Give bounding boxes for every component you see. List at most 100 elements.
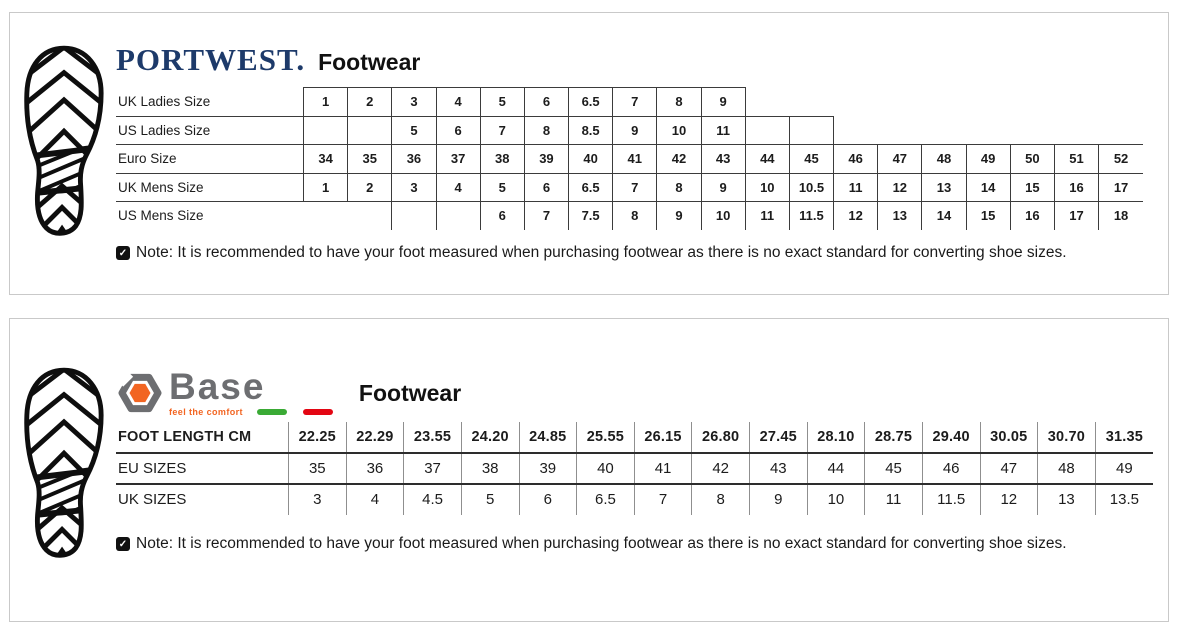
size-cell: 4 bbox=[435, 172, 481, 202]
size-cell bbox=[788, 115, 835, 145]
size-cell: 22.29 bbox=[345, 422, 405, 454]
portwest-size-chart-panel: PORTWEST. Footwear UK Ladies Size 1 2 3 4 5 6 6… bbox=[9, 12, 1169, 295]
size-cell bbox=[834, 116, 878, 145]
size-cell: 22.25 bbox=[288, 422, 347, 454]
size-cell: 12 bbox=[877, 172, 923, 202]
size-cell: 50 bbox=[1009, 144, 1055, 174]
size-cell: 48 bbox=[921, 144, 967, 174]
boot-print-icon bbox=[21, 44, 107, 238]
row-label: UK SIZES bbox=[116, 483, 289, 515]
size-cell: 42 bbox=[656, 144, 702, 174]
table-row: Euro Size 34 35 36 37 38 39 40 41 42 43 44 45 46 47 48 4… bbox=[116, 144, 1143, 174]
row-label: US Ladies Size bbox=[116, 116, 304, 145]
size-cell: 6 bbox=[518, 483, 578, 515]
size-cell: 12 bbox=[833, 201, 879, 230]
size-cell bbox=[435, 201, 481, 230]
size-cell: 47 bbox=[979, 451, 1039, 485]
size-cell: 8 bbox=[656, 172, 702, 202]
size-cell: 6.5 bbox=[568, 172, 614, 202]
size-cell: 39 bbox=[523, 144, 570, 174]
portwest-logo: PORTWEST. bbox=[116, 42, 306, 77]
size-cell: 16 bbox=[1053, 172, 1100, 202]
size-cell: 52 bbox=[1098, 144, 1143, 174]
size-cell: 24.20 bbox=[460, 422, 520, 454]
base-size-chart-panel: Base feel the comfort Footwear FOOT LENG… bbox=[9, 318, 1169, 622]
size-cell: 38 bbox=[460, 451, 520, 485]
size-cell: 41 bbox=[612, 144, 658, 174]
base-footwear-title: Footwear bbox=[358, 380, 462, 406]
size-cell: 47 bbox=[877, 144, 923, 174]
size-cell: 44 bbox=[744, 144, 790, 174]
base-note: ✓ Note: It is recommended to have your f… bbox=[116, 535, 1067, 553]
size-cell: 10 bbox=[806, 483, 866, 515]
note-text: Note: It is recommended to have your foo… bbox=[136, 535, 1067, 552]
size-cell: 43 bbox=[749, 451, 808, 485]
size-cell: 39 bbox=[518, 451, 578, 485]
base-size-table: FOOT LENGTH CM 22.25 22.29 23.55 24.20 24.85 2… bbox=[116, 422, 1153, 515]
size-cell: 9 bbox=[612, 115, 658, 145]
row-label: UK Ladies Size bbox=[116, 87, 304, 117]
size-cell: 9 bbox=[700, 87, 746, 117]
size-cell: 45 bbox=[864, 451, 923, 485]
size-cell: 37 bbox=[435, 144, 481, 174]
size-cell: 11.5 bbox=[921, 483, 981, 515]
table-row: UK SIZES 3 4 4.5 5 6 6.5 7 8 9 10 11 11.5 12 13 13.5 bbox=[116, 483, 1153, 515]
base-tagline: feel the comfort bbox=[169, 406, 243, 417]
size-cell: 49 bbox=[965, 144, 1011, 174]
base-tagline-row: feel the comfort bbox=[169, 407, 333, 417]
size-cell: 18 bbox=[1098, 201, 1143, 230]
size-cell bbox=[966, 88, 1010, 117]
size-cell: 6 bbox=[435, 115, 481, 145]
size-cell: 48 bbox=[1037, 451, 1096, 485]
boot-print-icon bbox=[21, 366, 107, 560]
size-cell: 26.80 bbox=[691, 422, 750, 454]
note-text: Note: It is recommended to have your foo… bbox=[136, 244, 1067, 261]
size-cell: 25.55 bbox=[576, 422, 635, 454]
size-cell: 6 bbox=[479, 201, 525, 230]
size-cell: 3 bbox=[391, 87, 437, 117]
table-row: FOOT LENGTH CM 22.25 22.29 23.55 24.20 24.85 2… bbox=[116, 422, 1153, 454]
size-cell bbox=[878, 116, 922, 145]
size-cell: 9 bbox=[749, 483, 808, 515]
row-label: Euro Size bbox=[116, 144, 304, 174]
size-cell: 34 bbox=[302, 144, 349, 174]
size-cell bbox=[391, 201, 437, 230]
base-wordmark-block: Base feel the comfort bbox=[169, 368, 333, 417]
size-cell: 10 bbox=[656, 115, 702, 145]
size-cell: 14 bbox=[921, 201, 967, 230]
size-cell bbox=[1054, 116, 1098, 145]
size-table: FOOT LENGTH CM 22.25 22.29 23.55 24.20 24.85 2… bbox=[116, 422, 1153, 515]
portwest-size-table: UK Ladies Size 1 2 3 4 5 6 6.5 7 8 9 US Ladies Size… bbox=[116, 87, 1143, 230]
size-cell: 11 bbox=[864, 483, 923, 515]
size-cell: 8 bbox=[656, 87, 702, 117]
base-logo: Base feel the comfort bbox=[118, 368, 333, 417]
size-cell: 38 bbox=[479, 144, 525, 174]
size-cell: 10.5 bbox=[788, 172, 835, 202]
size-cell: 30.05 bbox=[979, 422, 1039, 454]
size-cell: 7.5 bbox=[568, 201, 614, 230]
size-cell bbox=[744, 115, 790, 145]
portwest-note: ✓ Note: It is recommended to have your f… bbox=[116, 244, 1067, 262]
size-cell: 7 bbox=[633, 483, 693, 515]
size-cell bbox=[1099, 116, 1143, 145]
size-cell: 10 bbox=[744, 172, 790, 202]
size-cell: 6 bbox=[523, 87, 570, 117]
base-header: Base feel the comfort Footwear bbox=[118, 368, 462, 417]
base-nut-icon bbox=[118, 371, 162, 413]
size-cell: 45 bbox=[788, 144, 835, 174]
size-cell: 8 bbox=[523, 115, 570, 145]
size-cell: 36 bbox=[345, 451, 405, 485]
size-cell: 29.40 bbox=[921, 422, 981, 454]
size-cell: 46 bbox=[833, 144, 879, 174]
size-cell: 11 bbox=[744, 201, 790, 230]
table-row: UK Mens Size 1 2 3 4 5 6 6.5 7 8 9 10 10.5 11 12 13 14 15… bbox=[116, 172, 1143, 202]
size-cell: 31.35 bbox=[1094, 422, 1153, 454]
size-cell: 23.55 bbox=[403, 422, 462, 454]
size-cell bbox=[1099, 88, 1143, 117]
size-cell: 9 bbox=[656, 201, 702, 230]
size-cell: 41 bbox=[633, 451, 693, 485]
size-cell: 44 bbox=[806, 451, 866, 485]
size-cell: 2 bbox=[347, 172, 393, 202]
size-cell: 6 bbox=[523, 172, 570, 202]
size-cell bbox=[745, 88, 789, 117]
